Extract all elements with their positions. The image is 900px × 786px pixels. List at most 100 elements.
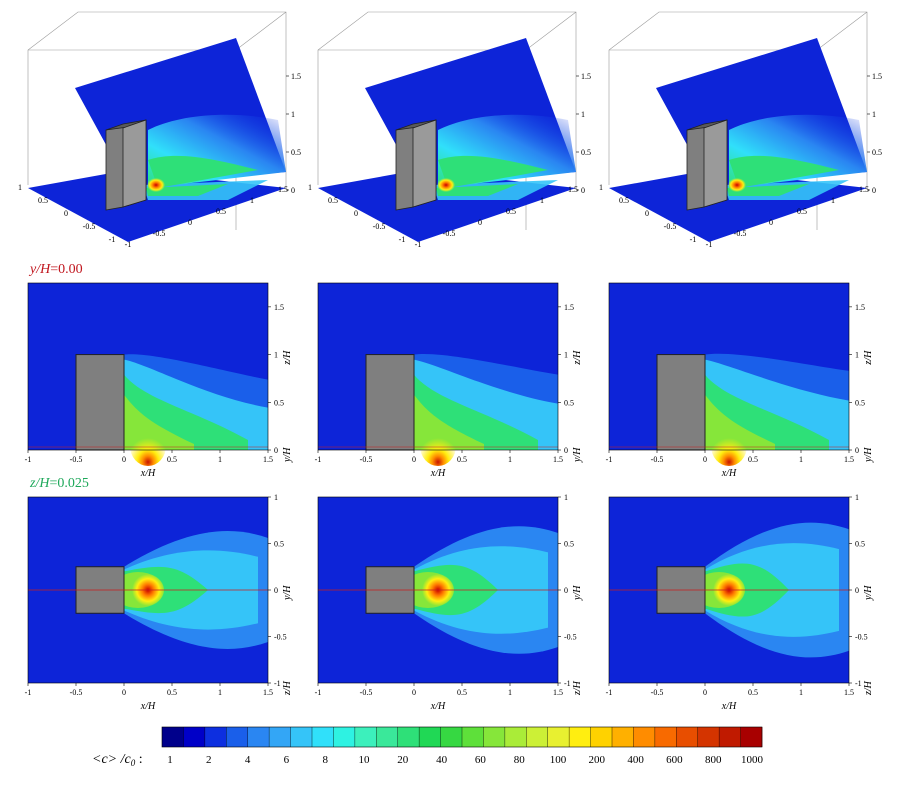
x-axis-label: x/H xyxy=(721,701,737,712)
colorbar-tick-label: 1 xyxy=(167,754,173,766)
x-axis-label: x/H xyxy=(430,468,446,479)
x-tick-label: 0.5 xyxy=(748,688,758,697)
colorbar-swatch xyxy=(612,727,634,747)
x-tick-label: 0.5 xyxy=(748,455,758,464)
colorbar-swatch xyxy=(204,727,227,747)
colorbar-swatch xyxy=(740,727,763,747)
x-tick-label: 0 xyxy=(412,455,416,464)
y-tick-label: 1 xyxy=(18,183,22,192)
colorbar-swatch xyxy=(354,727,377,747)
colorbar-tick-label: 10 xyxy=(359,754,371,766)
y-tick-label: 0.5 xyxy=(328,196,338,205)
colorbar-swatch xyxy=(504,727,527,747)
colorbar-swatch xyxy=(526,727,549,747)
y-axis-label: y/H xyxy=(572,447,583,463)
z-tick-label: 0.5 xyxy=(291,148,301,157)
x-tick-label: 0.5 xyxy=(506,207,516,216)
z-tick-label: 1.5 xyxy=(274,303,284,312)
side-frame xyxy=(27,282,269,451)
source-hotspot xyxy=(420,426,456,466)
x-tick-label: -0.5 xyxy=(70,688,83,697)
x-tick-label: 1.5 xyxy=(568,185,578,194)
x-tick-label: 1 xyxy=(831,196,835,205)
y-tick-label: -1 xyxy=(109,235,116,244)
y-axis-label: y/H xyxy=(572,585,583,601)
colorbar-swatch xyxy=(697,727,720,747)
z-tick-label: 1 xyxy=(564,351,568,360)
y-tick-label: -0.5 xyxy=(664,222,677,231)
row2-side-view-panels: -1 -0.5 0 0.5 1 1.5 x/H 0 0.5 1 1.5 z/H y/H -1 -0.5 0 0.… xyxy=(25,282,874,479)
side-panel-center: -1 -0.5 0 0.5 1 1.5 x/H 0 0.5 1 1.5 z/H y/H xyxy=(315,282,583,479)
x-tick-label: 1 xyxy=(799,455,803,464)
x-tick-label: -1 xyxy=(606,455,613,464)
colorbar-swatch xyxy=(397,727,420,747)
x-tick-label: 0.5 xyxy=(457,688,467,697)
top-panel-left: -1 -0.5 0 0.5 1 1.5 x/H -1 -0.5 0 0.5 1 y/H z/H xyxy=(25,493,293,712)
y-tick-label: 0.5 xyxy=(564,540,574,549)
row3-top-view-panels: -1 -0.5 0 0.5 1 1.5x/H-1-0.500.51y/Hz/H -1 -0.5… xyxy=(25,493,874,712)
z-axis-label: z/H xyxy=(282,350,293,366)
x-tick-label: -0.5 xyxy=(651,455,664,464)
colorbar-swatch xyxy=(569,727,591,747)
x-tick-label: -1 xyxy=(606,688,613,697)
colorbar-frame xyxy=(161,726,763,748)
y-axis-label: y/H xyxy=(282,585,293,601)
y-tick-label: -0.5 xyxy=(855,633,868,642)
x-tick-label: -0.5 xyxy=(734,229,747,238)
x-axis-label: x/H xyxy=(140,701,156,712)
y-tick-label: -1 xyxy=(564,679,571,688)
x-tick-label: -0.5 xyxy=(153,229,166,238)
colorbar-tick-label: 100 xyxy=(550,754,567,766)
iso-panel-right: 0 0.5 1 1.5 -1 -0.5 0 0.5 1 1.5 1 0.5 0 -0.5 -1 xyxy=(599,11,882,249)
x-tick-label: 0.5 xyxy=(167,455,177,464)
x-tick-label: 1 xyxy=(799,688,803,697)
z-tick-label: 0 xyxy=(291,186,295,195)
y-tick-label: 1 xyxy=(274,493,278,502)
x-tick-label: 1.5 xyxy=(844,688,854,697)
colorbar-swatch xyxy=(162,727,184,747)
x-tick-label: 0 xyxy=(188,218,192,227)
z-tick-label: 0.5 xyxy=(872,148,882,157)
y-tick-label: -1 xyxy=(690,235,697,244)
z-tick-label: 0.5 xyxy=(581,148,591,157)
y-axis-label: y/H xyxy=(282,447,293,463)
colorbar-swatch xyxy=(290,727,313,747)
iso-wall-plume-inner xyxy=(148,155,258,188)
z-tick-label: 1.5 xyxy=(581,72,591,81)
x-tick-label: 0 xyxy=(769,218,773,227)
y-tick-label: -0.5 xyxy=(274,633,287,642)
z-tick-label: 0 xyxy=(872,186,876,195)
colorbar-tick-label: 40 xyxy=(436,754,448,766)
x-tick-label: 0.5 xyxy=(457,455,467,464)
x-tick-label: 0 xyxy=(703,688,707,697)
y-axis-label: y/H xyxy=(863,585,874,601)
y-tick-label: 0 xyxy=(564,586,568,595)
colorbar-swatch xyxy=(633,727,656,747)
colorbar-swatch xyxy=(333,727,356,747)
x-axis-label: x/H xyxy=(721,468,737,479)
x-tick-label: 1.5 xyxy=(553,688,563,697)
iso-building-side xyxy=(412,119,437,208)
x-tick-label: 0.5 xyxy=(216,207,226,216)
iso-panel-center: 0 0.5 1 1.5 -1 -0.5 0 0.5 1 1.5 1 0.5 0 -0.5 -1 xyxy=(308,11,591,249)
z-tick-label: 1.5 xyxy=(872,72,882,81)
x-tick-label: -1 xyxy=(25,688,32,697)
y-tick-label: -0.5 xyxy=(564,633,577,642)
y-tick-label: 0.5 xyxy=(855,540,865,549)
x-tick-label: -0.5 xyxy=(651,688,664,697)
z-tick-label: 1.5 xyxy=(855,303,865,312)
iso-ground-plume-inner xyxy=(727,184,809,196)
z-axis-label: z/H xyxy=(863,680,874,696)
colorbar-swatch xyxy=(312,727,334,747)
colorbar-tick-label: 600 xyxy=(666,754,683,766)
iso-wall-plume-inner xyxy=(729,155,839,188)
y-tick-label: -1 xyxy=(855,679,862,688)
y-tick-label: 1 xyxy=(564,493,568,502)
x-tick-label: -1 xyxy=(25,455,32,464)
z-tick-label: 0 xyxy=(581,186,585,195)
z-axis-label: z/H xyxy=(282,680,293,696)
x-tick-label: 0 xyxy=(478,218,482,227)
x-tick-label: -1 xyxy=(315,688,322,697)
colorbar-swatch xyxy=(719,727,741,747)
